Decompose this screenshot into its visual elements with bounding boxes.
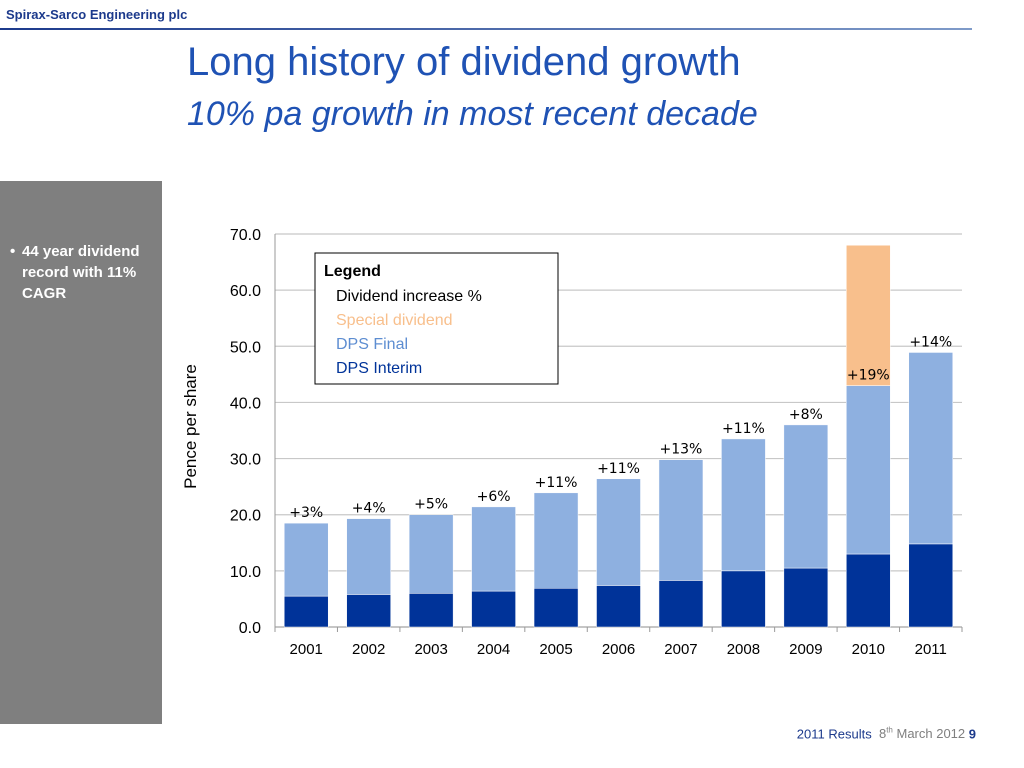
- legend-box: [314, 252, 559, 385]
- bar-dps-final: [908, 352, 954, 545]
- bar-dps-final: [846, 385, 891, 555]
- bar-dps-interim: [721, 570, 766, 628]
- x-tick-label: 2010: [852, 641, 885, 658]
- bar-dps-interim: [283, 595, 329, 628]
- footer: 2011 Results 8th March 2012 9: [797, 726, 976, 741]
- bar-dps-interim: [908, 543, 954, 628]
- y-tick-label: 0.0: [239, 620, 261, 637]
- y-tick-label: 10.0: [230, 564, 261, 581]
- y-tick-label: 50.0: [230, 339, 261, 356]
- bullet-dot-icon: •: [10, 243, 16, 260]
- increase-label: +13%: [660, 442, 703, 458]
- x-tick-label: 2005: [539, 641, 572, 658]
- bar-dps-final: [471, 506, 516, 592]
- y-tick-label: 20.0: [230, 508, 261, 525]
- bar-dps-interim: [596, 585, 641, 628]
- footer-date: 8th March 2012: [875, 726, 968, 741]
- x-tick-label: 2008: [727, 641, 760, 658]
- legend-entry: DPS Final: [336, 336, 408, 353]
- bar-dps-final: [596, 478, 641, 586]
- bar-dps-final: [533, 492, 579, 589]
- y-tick-label: 60.0: [230, 283, 261, 300]
- x-tick-label: 2009: [789, 641, 822, 658]
- x-tick-label: 2006: [602, 641, 635, 658]
- legend-title: Legend: [324, 263, 381, 280]
- bar-dps-final: [658, 459, 704, 581]
- bullet-point: • 44 year dividend record with 11% CAGR: [10, 241, 155, 304]
- bar-dps-final: [283, 522, 329, 597]
- x-tick-label: 2004: [477, 641, 510, 658]
- header-divider: [0, 28, 972, 30]
- bar-dps-final: [721, 438, 766, 572]
- increase-label: +3%: [289, 505, 323, 521]
- bar-dps-final: [408, 514, 454, 594]
- side-panel: • 44 year dividend record with 11% CAGR: [0, 181, 162, 724]
- footer-month-year: March 2012: [896, 726, 966, 742]
- page-title: Long history of dividend growth: [187, 40, 741, 84]
- footer-day-suffix: th: [886, 726, 893, 735]
- y-tick-label: 30.0: [230, 452, 261, 469]
- company-name: Spirax-Sarco Engineering plc: [6, 7, 188, 22]
- footer-results: 2011 Results: [796, 726, 872, 742]
- dividend-chart: 0.0 10.0 20.0 30.0 40.0 50.0 60.0 70.0 Pence per…: [181, 227, 963, 658]
- x-tick-label: 2011: [915, 641, 947, 658]
- increase-label: +19%: [847, 368, 890, 384]
- increase-label: +8%: [789, 407, 823, 423]
- footer-day: 8: [878, 726, 887, 742]
- legend-entry: DPS Interim: [336, 360, 422, 377]
- x-tick-label: 2003: [414, 641, 447, 658]
- legend-entry: Dividend increase %: [336, 288, 482, 305]
- increase-label: +14%: [909, 334, 952, 350]
- increase-label: +11%: [597, 461, 640, 477]
- increase-label: +6%: [477, 489, 511, 505]
- increase-label: +11%: [535, 475, 578, 491]
- x-tick-label: 2007: [664, 641, 697, 658]
- bar-dps-interim: [658, 580, 704, 628]
- increase-label: +11%: [722, 421, 765, 437]
- bar-dps-interim: [408, 593, 454, 628]
- bar-dps-final: [783, 424, 829, 569]
- bar-special-dividend: [846, 244, 891, 386]
- bar-dps-interim: [346, 594, 391, 628]
- page-subtitle: 10% pa growth in most recent decade: [187, 95, 758, 133]
- increase-label: +4%: [352, 501, 386, 517]
- y-axis-label: Pence per share: [181, 364, 200, 489]
- bar-dps-final: [346, 518, 391, 595]
- page-number: 9: [968, 726, 976, 742]
- increase-label: +5%: [414, 497, 448, 513]
- x-tick-label: 2002: [352, 641, 385, 658]
- bar-dps-interim: [471, 590, 516, 628]
- legend-entry: Special dividend: [336, 312, 453, 329]
- bar-dps-interim: [783, 567, 829, 628]
- y-tick-label: 40.0: [230, 395, 261, 412]
- x-tick-label: 2001: [290, 641, 323, 658]
- bullet-text: 44 year dividend record with 11% CAGR: [22, 243, 140, 302]
- y-tick-label: 70.0: [230, 227, 261, 244]
- bar-dps-interim: [846, 553, 891, 628]
- bar-dps-interim: [533, 588, 579, 628]
